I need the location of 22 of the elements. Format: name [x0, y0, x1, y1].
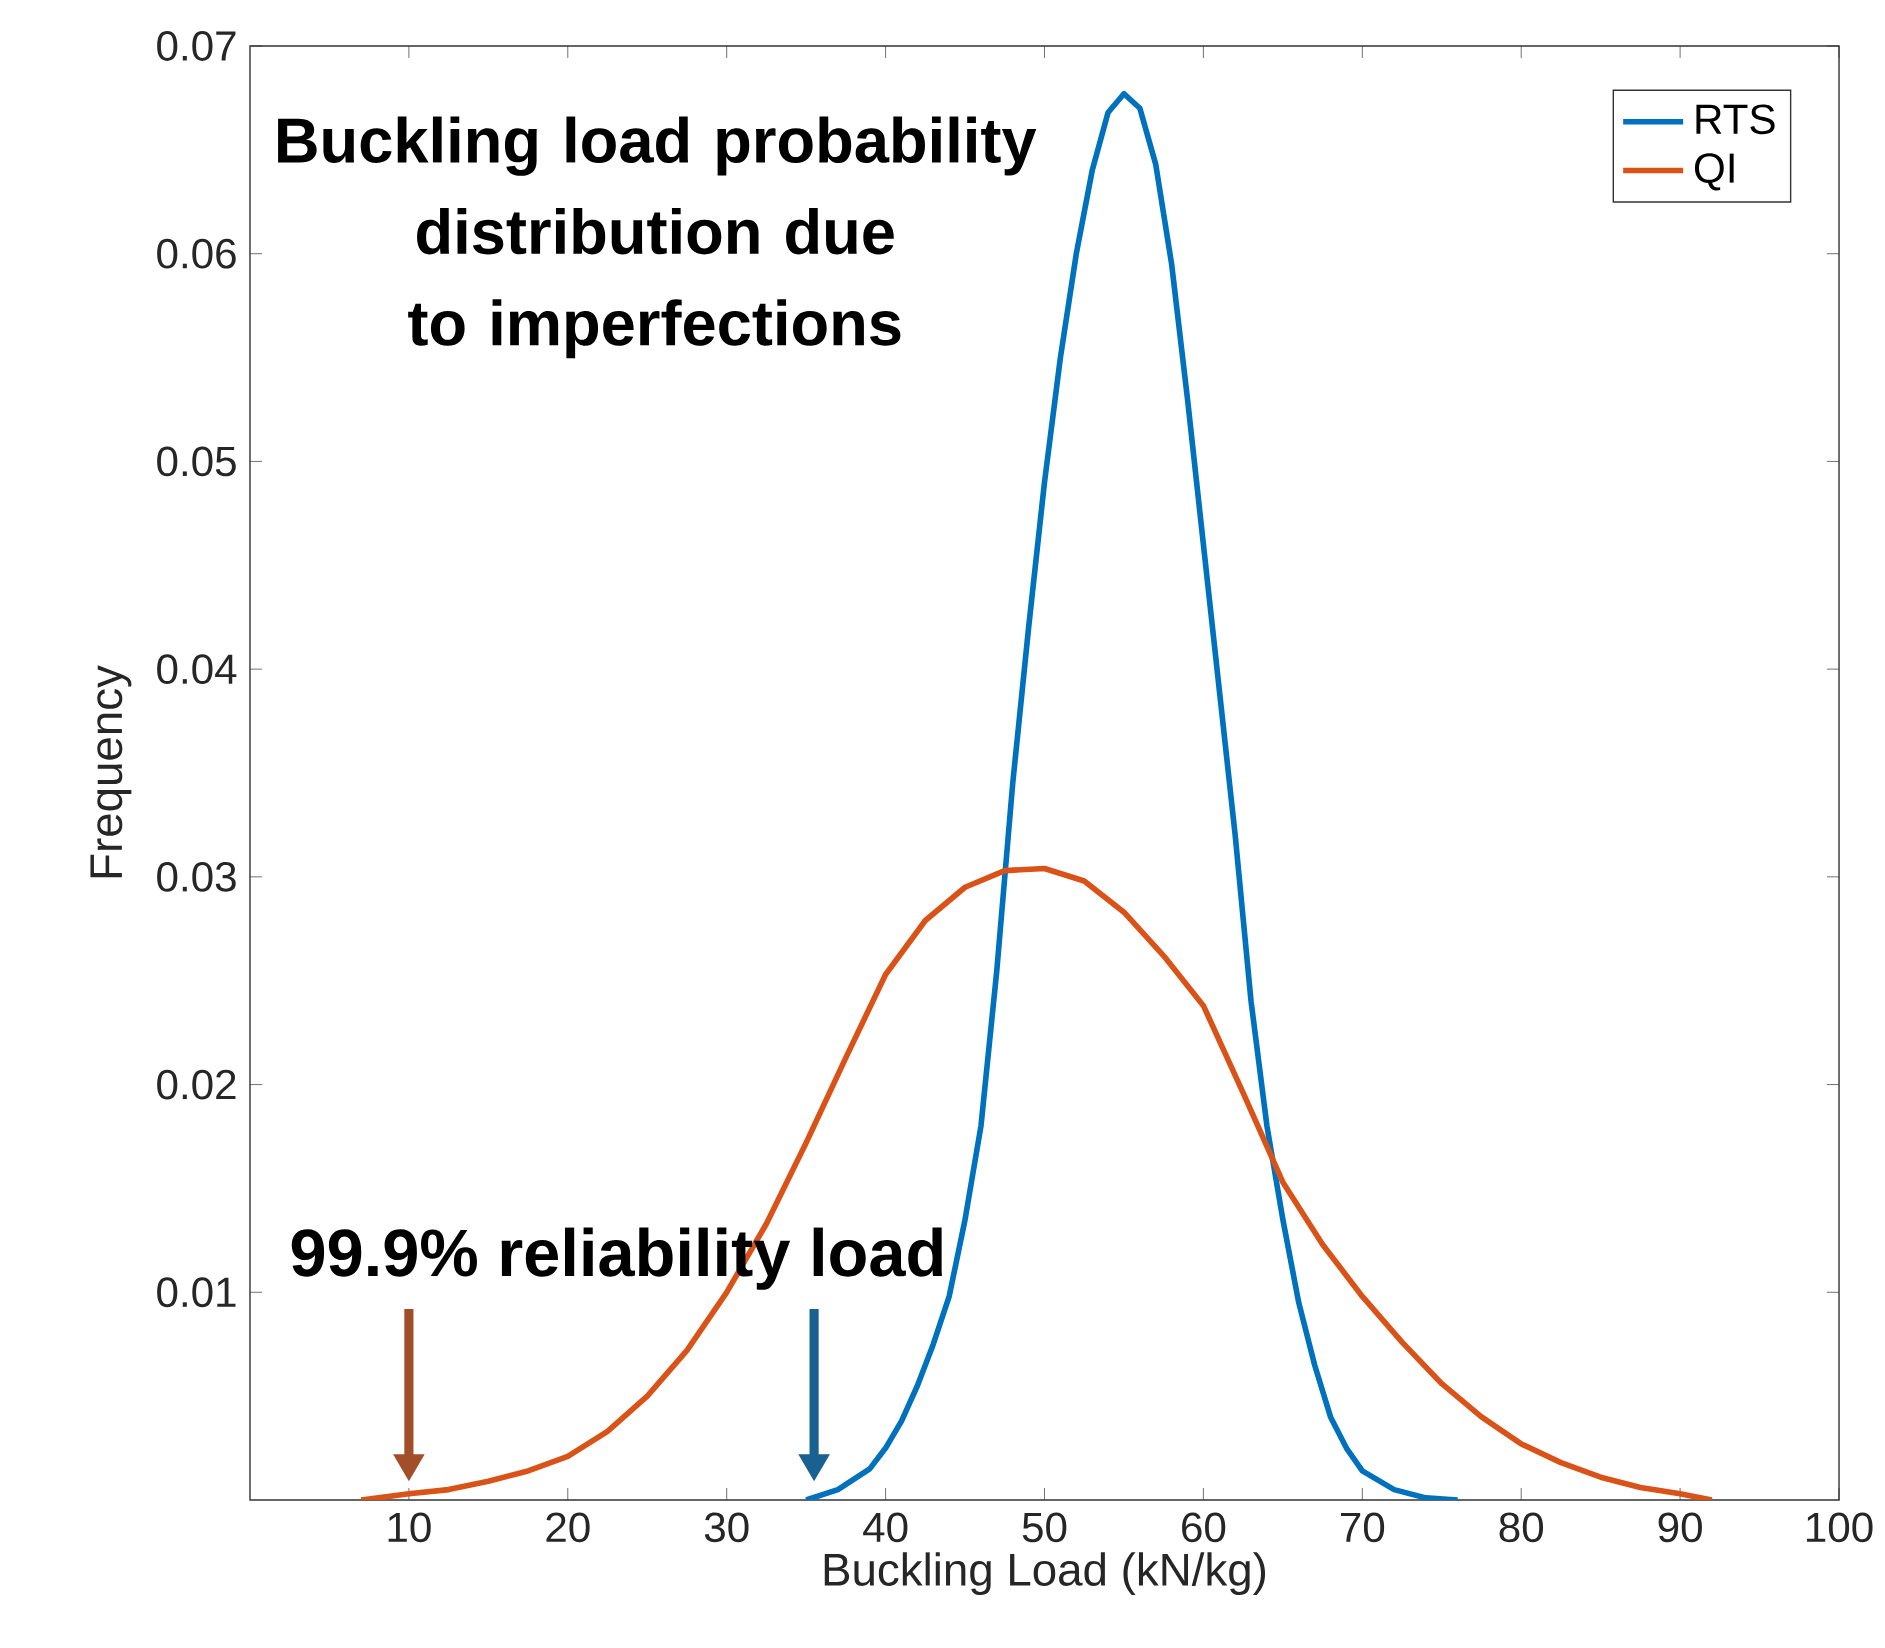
y-tick-label: 0.06 [157, 238, 236, 269]
x-tick-label: 70 [1341, 1512, 1385, 1543]
y-tick-label: 0.02 [157, 1069, 236, 1100]
y-tick-label: 0.01 [157, 1277, 236, 1308]
y-tick-label: 0.04 [157, 654, 237, 685]
x-tick-label: 100 [1807, 1512, 1873, 1543]
x-tick-label: 60 [1182, 1512, 1226, 1543]
x-axis-title: Buckling Load (kN/kg) [824, 1552, 1266, 1595]
legend-label: RTS [1696, 104, 1775, 135]
y-tick-label: 0.05 [157, 446, 236, 477]
x-tick-label: 30 [704, 1512, 749, 1543]
legend-label: QI [1694, 153, 1734, 191]
x-tick-label: 80 [1499, 1512, 1544, 1543]
x-tick-label: 50 [1022, 1512, 1067, 1543]
y-axis-title: Frequency [90, 665, 132, 878]
x-tick-label: 90 [1658, 1512, 1702, 1543]
annotation: Buckling load probability distribution due to imperfections [278, 116, 1037, 359]
y-tick-label: 0.03 [157, 861, 236, 892]
x-tick-label: 40 [863, 1512, 908, 1543]
x-tick-label: 10 [388, 1512, 431, 1543]
y-tick-label: 0.07 [157, 31, 236, 61]
x-tick-label: 20 [546, 1512, 590, 1543]
